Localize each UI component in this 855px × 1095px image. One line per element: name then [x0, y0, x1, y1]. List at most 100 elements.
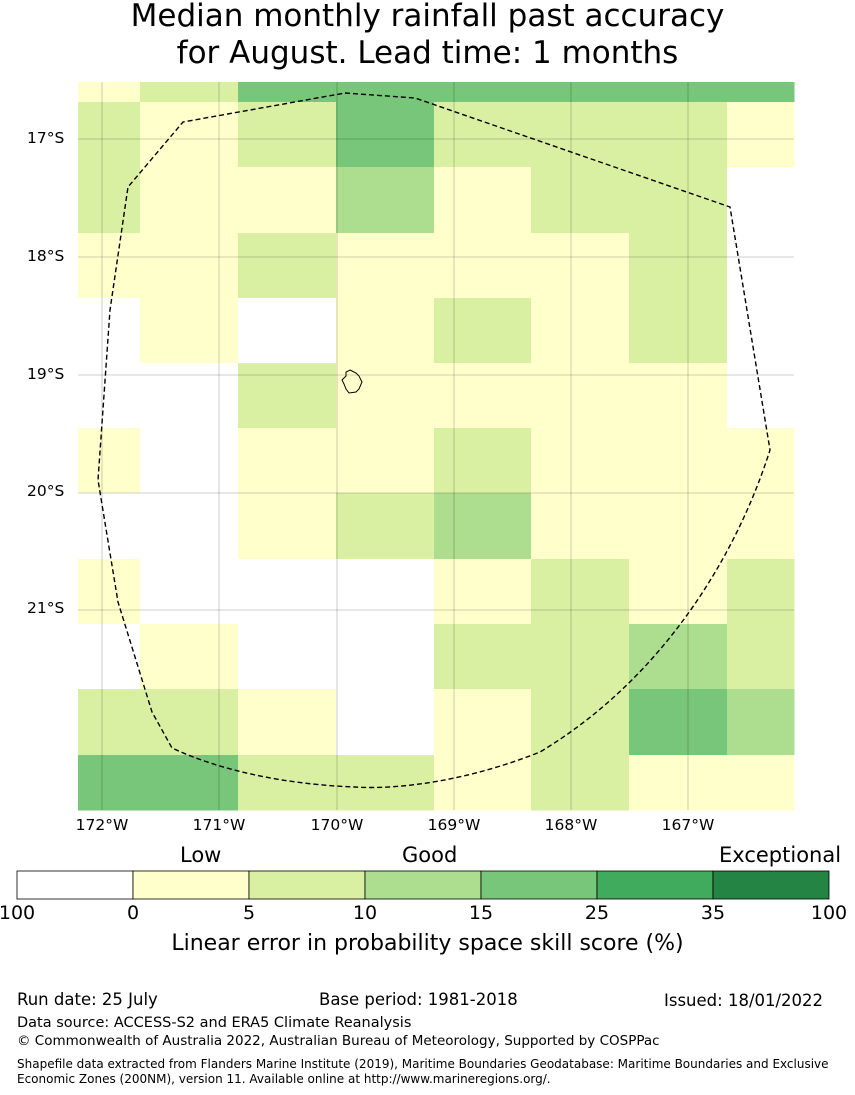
skill-cell — [629, 624, 728, 690]
skill-cell — [629, 233, 728, 299]
skill-cell — [238, 82, 337, 103]
skill-cell — [434, 233, 532, 299]
skill-cell — [531, 102, 630, 168]
skill-cell — [629, 82, 728, 103]
colorbar-segment — [132, 870, 250, 900]
skill-cell — [531, 624, 630, 690]
lat-label-20s: 20°S — [27, 482, 65, 500]
colorbar-tick: 100 — [0, 902, 36, 924]
skill-cell — [238, 755, 337, 811]
skill-cell — [434, 167, 532, 234]
lon-label-171w: 171°W — [192, 816, 246, 834]
skill-cell — [238, 298, 337, 364]
skill-cell — [78, 363, 141, 429]
colorbar-tick: 5 — [242, 902, 256, 924]
skill-cell — [727, 82, 795, 103]
colorbar-segment — [364, 870, 482, 900]
skill-cell — [727, 298, 795, 364]
skill-cell — [531, 363, 630, 429]
skill-cell — [140, 493, 239, 560]
lat-label-17s: 17°S — [27, 129, 65, 147]
skill-cell — [238, 233, 337, 299]
colorbar-segment — [712, 870, 830, 900]
island-outline — [341, 369, 363, 394]
skill-cell — [336, 493, 435, 560]
skill-cell — [78, 428, 141, 494]
skill-cell — [78, 689, 141, 756]
skill-cell — [629, 755, 728, 811]
skill-cell — [336, 624, 435, 690]
skill-cell — [78, 559, 141, 625]
category-exceptional: Exceptional — [719, 843, 842, 867]
skill-cell — [78, 624, 141, 690]
colorbar-tick: 0 — [126, 902, 140, 924]
skill-cell — [434, 493, 532, 560]
lon-label-169w: 169°W — [427, 816, 481, 834]
skill-cell — [78, 298, 141, 364]
skill-cell — [434, 689, 532, 756]
skill-cell — [531, 298, 630, 364]
skill-cell — [727, 233, 795, 299]
skill-cell — [140, 559, 239, 625]
skill-cell — [140, 428, 239, 494]
skill-cell — [140, 102, 239, 168]
skill-cell — [531, 493, 630, 560]
skill-cell — [434, 559, 532, 625]
lon-label-172w: 172°W — [75, 816, 129, 834]
colorbar-tick: 25 — [584, 902, 610, 924]
skill-cell — [140, 167, 239, 234]
lon-label-168w: 168°W — [544, 816, 598, 834]
skill-cell — [140, 82, 239, 103]
data-source: Data source: ACCESS-S2 and ERA5 Climate … — [17, 1015, 412, 1031]
skill-cell — [629, 102, 728, 168]
shapefile-credit: Shapefile data extracted from Flanders M… — [17, 1057, 829, 1086]
skill-cell — [629, 493, 728, 560]
colorbar-tick: 15 — [468, 902, 494, 924]
skill-cell — [336, 689, 435, 756]
lat-label-19s: 19°S — [27, 365, 65, 383]
chart-title-line-1: Median monthly rainfall past accuracy — [130, 0, 725, 34]
skill-cell — [531, 689, 630, 756]
base-period: Base period: 1981-2018 — [319, 990, 518, 1009]
skill-cell — [434, 428, 532, 494]
lon-label-167w: 167°W — [661, 816, 715, 834]
skill-cell — [434, 298, 532, 364]
skill-cell — [78, 102, 141, 168]
skill-cell — [140, 233, 239, 299]
skill-cell — [336, 428, 435, 494]
skill-cell — [727, 755, 795, 811]
colorbar-segment — [16, 870, 134, 900]
skill-cell — [78, 167, 141, 234]
category-low: Low — [180, 843, 222, 867]
skill-cell — [531, 233, 630, 299]
skill-cell — [434, 755, 532, 811]
skill-cell — [336, 559, 435, 625]
skill-cell — [238, 493, 337, 560]
skill-cell — [238, 559, 337, 625]
skill-cell — [434, 363, 532, 429]
skill-cell — [238, 689, 337, 756]
skill-cell — [140, 689, 239, 756]
skill-cell — [727, 102, 795, 168]
skill-cell — [531, 755, 630, 811]
category-good: Good — [402, 843, 458, 867]
eez-boundary — [97, 92, 771, 789]
lon-label-170w: 170°W — [310, 816, 364, 834]
skill-cell — [336, 167, 435, 234]
skill-cell — [629, 363, 728, 429]
skill-cell — [78, 233, 141, 299]
copyright: © Commonwealth of Australia 2022, Austra… — [17, 1033, 660, 1049]
skill-cell — [238, 428, 337, 494]
skill-cell — [78, 82, 141, 103]
graticule — [78, 82, 794, 810]
skill-cell — [629, 559, 728, 625]
skill-cell — [727, 167, 795, 234]
skill-cell — [727, 559, 795, 625]
colorbar — [16, 870, 830, 900]
colorbar-tick: 35 — [700, 902, 726, 924]
colorbar-segment — [596, 870, 714, 900]
lat-label-18s: 18°S — [27, 247, 65, 265]
skill-cell — [140, 298, 239, 364]
skill-cell — [727, 689, 795, 756]
